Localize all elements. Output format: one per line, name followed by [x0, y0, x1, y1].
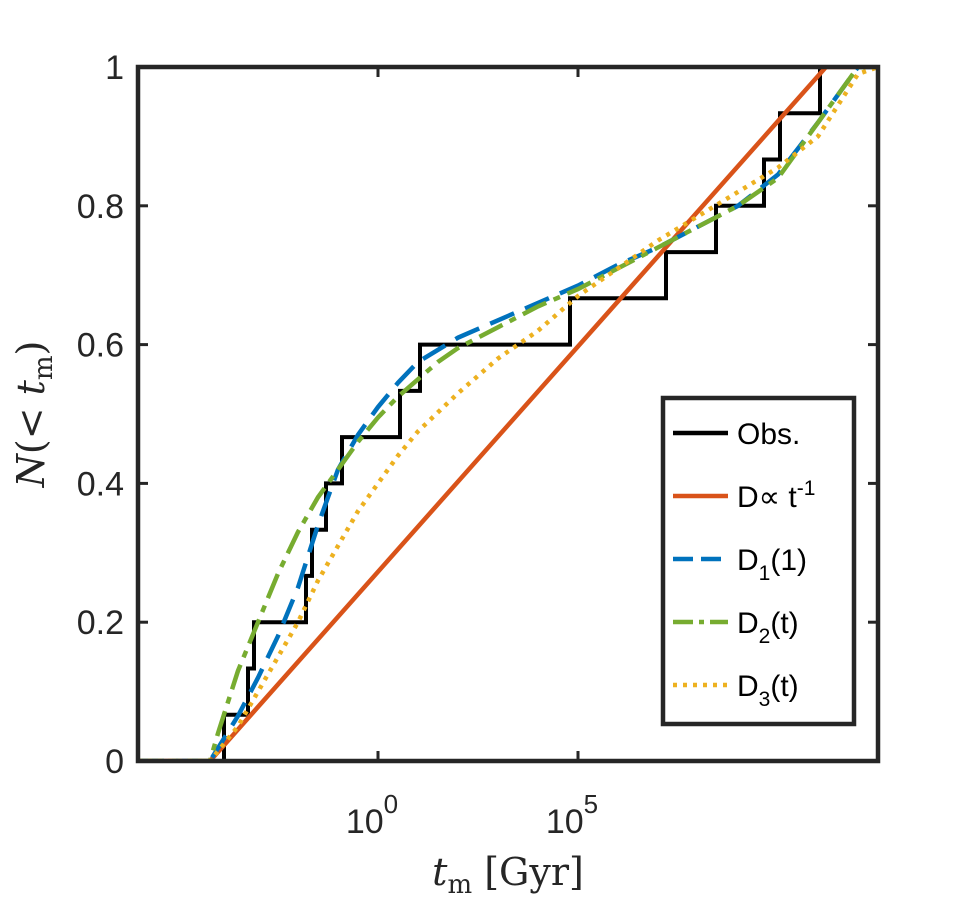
ticks-layer — [138, 65, 878, 763]
plot-frame — [135, 64, 881, 764]
y-tick-label: 1 — [105, 49, 124, 87]
x-tick-label: 105 — [546, 789, 598, 841]
legend: Obs.D∝ t-1D1(1)D2(t)D3(t) — [660, 395, 857, 727]
series-line-d-2-t — [138, 67, 878, 761]
y-tick-label: 0.2 — [77, 604, 124, 642]
series-layer — [138, 67, 878, 761]
x-tick-label: 100 — [346, 789, 398, 841]
legend-box — [660, 395, 857, 727]
labels-layer: 0 0.2 0.4 0.6 0.8 1 100 105 tm [Gyr] N(< tm) — [9, 49, 598, 900]
y-axis-title: N(< tm) — [9, 341, 59, 489]
series-line-obs — [138, 67, 878, 761]
series-line-d-t-1 — [138, 67, 878, 761]
y-tick-label: 0.8 — [77, 188, 124, 226]
y-tick-label: 0.6 — [77, 327, 124, 365]
y-tick-label: 0.4 — [77, 465, 124, 503]
y-tick-label: 0 — [105, 743, 124, 781]
legend-label-obs: Obs. — [737, 418, 800, 451]
series-line-d-3-t — [138, 67, 878, 761]
x-axis-title: tm [Gyr] — [432, 850, 584, 900]
